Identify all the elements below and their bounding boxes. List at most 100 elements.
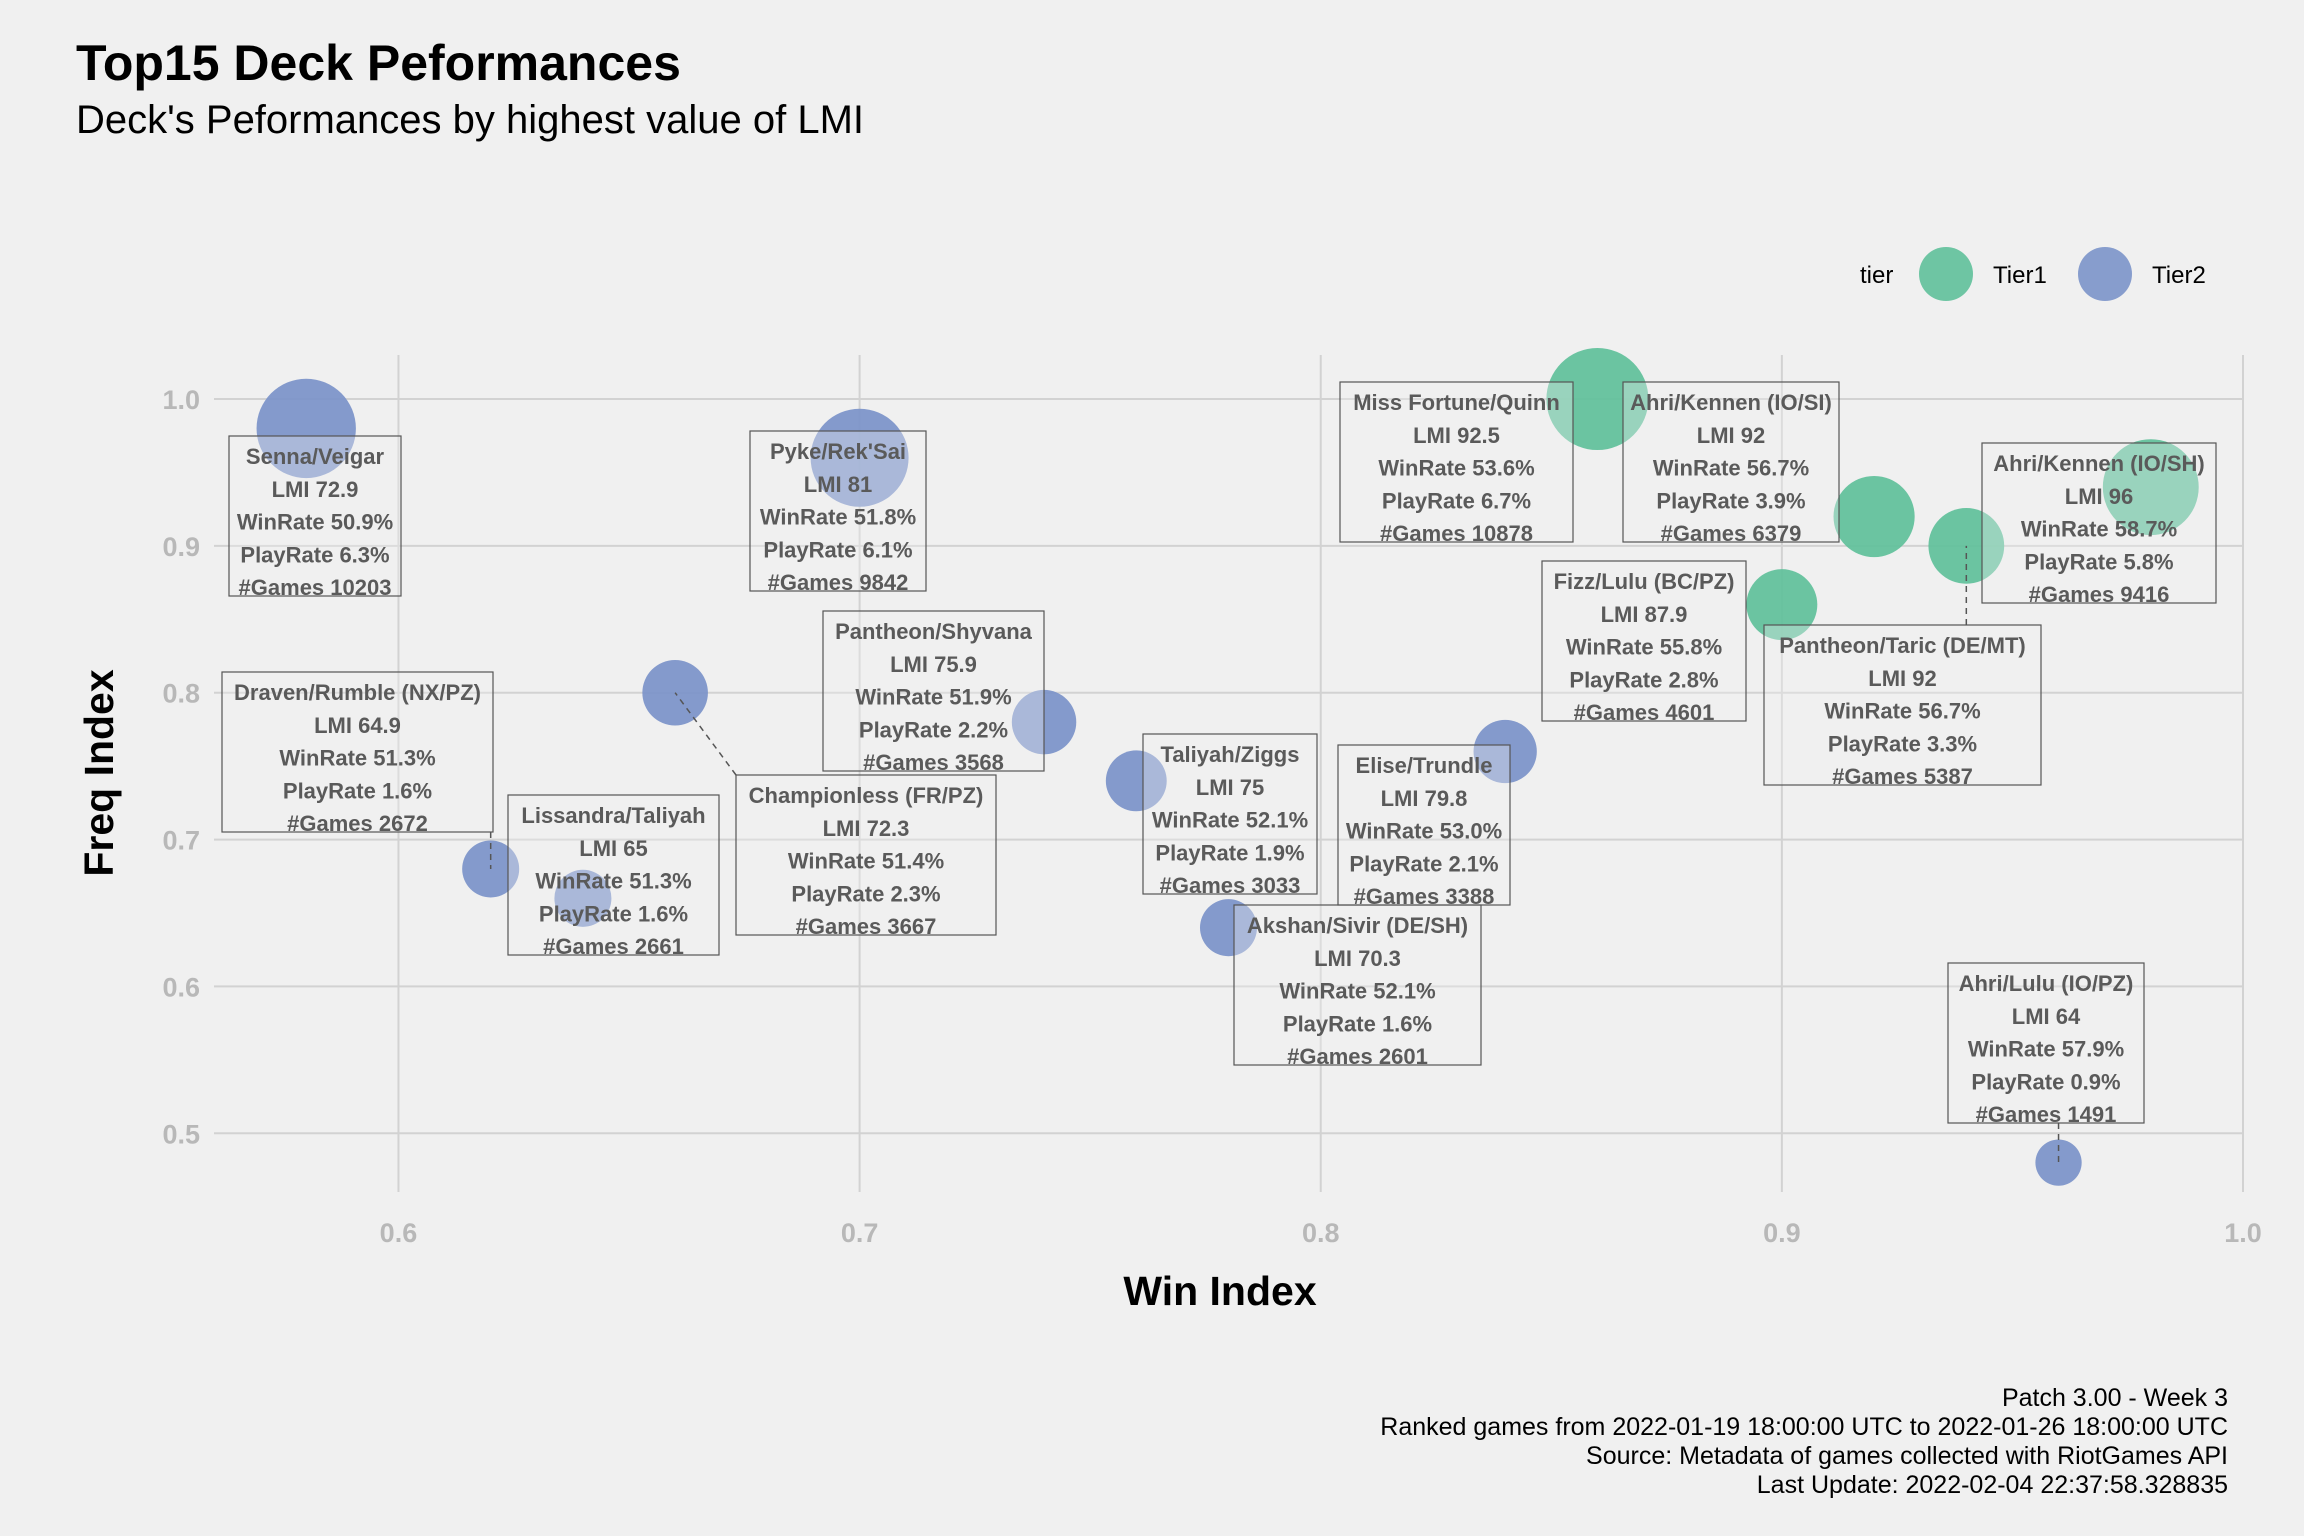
legend-marker-tier1 — [1919, 247, 1973, 301]
y-tick-label: 0.8 — [162, 679, 200, 709]
deck-playrate: PlayRate 0.9% — [1971, 1069, 2120, 1094]
deck-label: Pantheon/Taric (DE/MT) LMI 92 WinRate 56.7… — [1763, 624, 2042, 789]
deck-name: Senna/Veigar — [246, 444, 385, 469]
data-point — [2035, 1139, 2082, 1186]
deck-games: #Games 2672 — [287, 811, 428, 836]
deck-lmi: LMI 75.9 — [890, 652, 977, 677]
deck-label-box — [822, 610, 1045, 772]
deck-lmi: LMI 65 — [579, 836, 647, 861]
deck-name: Taliyah/Ziggs — [1161, 742, 1300, 767]
deck-winrate: WinRate 56.7% — [1824, 699, 1980, 724]
labels-layer: Senna/Veigar LMI 72.9 WinRate 50.9% PlayRat… — [221, 381, 2217, 1163]
deck-lmi: LMI 92 — [1697, 423, 1765, 448]
y-tick-label: 1.0 — [162, 385, 200, 415]
y-tick-label: 0.5 — [162, 1119, 200, 1149]
data-point — [2102, 439, 2199, 536]
deck-games: #Games 9842 — [768, 570, 909, 595]
deck-label-box — [1981, 442, 2217, 604]
deck-lmi: LMI 96 — [2065, 484, 2133, 509]
deck-playrate: PlayRate 2.8% — [1569, 667, 1718, 692]
chart-caption: Patch 3.00 - Week 3 Ranked games from 20… — [1380, 1384, 2228, 1500]
deck-playrate: PlayRate 3.3% — [1828, 731, 1977, 756]
deck-label-box — [1233, 904, 1482, 1066]
deck-name: Pantheon/Shyvana — [835, 619, 1033, 644]
deck-lmi: LMI 92.5 — [1413, 423, 1500, 448]
deck-playrate: PlayRate 6.3% — [240, 542, 389, 567]
legend-label-tier1: Tier1 — [1993, 262, 2047, 289]
deck-winrate: WinRate 58.7% — [2021, 517, 2177, 542]
deck-games: #Games 2601 — [1287, 1044, 1428, 1069]
data-point — [810, 408, 909, 507]
deck-games: #Games 10203 — [239, 575, 392, 600]
deck-games: #Games 5387 — [1832, 764, 1973, 789]
deck-winrate: WinRate 51.9% — [855, 685, 1011, 710]
deck-label: Taliyah/Ziggs LMI 75 WinRate 52.1% PlayRate… — [1142, 733, 1318, 898]
legend-label-tier2: Tier2 — [2152, 262, 2206, 289]
deck-name: Pyke/Rek'Sai — [770, 439, 906, 464]
deck-lmi: LMI 79.8 — [1381, 786, 1468, 811]
deck-label-box — [507, 794, 720, 956]
deck-winrate: WinRate 53.0% — [1346, 819, 1502, 844]
deck-label: Pantheon/Shyvana LMI 75.9 WinRate 51.9% Pla… — [822, 610, 1045, 775]
deck-name: Pantheon/Taric (DE/MT) — [1779, 633, 2026, 658]
x-tick-label: 0.6 — [380, 1218, 418, 1248]
deck-lmi: LMI 64.9 — [314, 713, 401, 738]
x-tick-label: 0.7 — [841, 1218, 879, 1248]
deck-games: #Games 3667 — [796, 914, 937, 939]
deck-games: #Games 3033 — [1160, 873, 1301, 898]
deck-games: #Games 9416 — [2029, 582, 2170, 607]
deck-playrate: PlayRate 2.1% — [1349, 851, 1498, 876]
deck-label: Ahri/Kennen (IO/SI) LMI 92 WinRate 56.7% Pl… — [1622, 381, 1840, 546]
deck-games: #Games 1491 — [1976, 1102, 2117, 1127]
deck-lmi: LMI 70.3 — [1314, 946, 1401, 971]
deck-lmi: LMI 92 — [1868, 666, 1936, 691]
deck-playrate: PlayRate 6.1% — [763, 537, 912, 562]
legend-marker-tier2 — [2078, 247, 2132, 301]
deck-winrate: WinRate 51.8% — [760, 505, 916, 530]
deck-playrate: PlayRate 1.6% — [283, 778, 432, 803]
deck-winrate: WinRate 53.6% — [1378, 456, 1534, 481]
y-tick-label: 0.6 — [162, 972, 200, 1002]
deck-winrate: WinRate 51.3% — [279, 746, 435, 771]
legend-title: tier — [1860, 262, 1893, 289]
deck-playrate: PlayRate 2.2% — [859, 717, 1008, 742]
deck-label: Senna/Veigar LMI 72.9 WinRate 50.9% PlayRat… — [228, 435, 402, 600]
y-axis-title: Freq Index — [76, 669, 122, 877]
deck-lmi: LMI 64 — [2012, 1004, 2081, 1029]
deck-name: Fizz/Lulu (BC/PZ) — [1554, 569, 1735, 594]
deck-label-box — [1763, 624, 2042, 786]
deck-playrate: PlayRate 5.8% — [2024, 549, 2173, 574]
data-point — [1199, 899, 1258, 957]
deck-label-box — [221, 671, 494, 833]
deck-playrate: PlayRate 2.3% — [791, 881, 940, 906]
deck-name: Ahri/Kennen (IO/SH) — [1993, 451, 2204, 476]
deck-label-box — [735, 774, 997, 936]
deck-label-box — [1541, 560, 1747, 722]
deck-label-box — [749, 430, 927, 592]
deck-games: #Games 4601 — [1574, 700, 1715, 725]
deck-label: Draven/Rumble (NX/PZ) LMI 64.9 WinRate 51.… — [221, 671, 494, 836]
deck-playrate: PlayRate 3.9% — [1656, 488, 1805, 513]
deck-games: #Games 3568 — [863, 750, 1004, 775]
deck-winrate: WinRate 52.1% — [1152, 808, 1308, 833]
deck-label-box — [1622, 381, 1840, 543]
deck-label: Ahri/Kennen (IO/SH) LMI 96 WinRate 58.7% Pl… — [1981, 442, 2217, 607]
caption-line-patch: Patch 3.00 - Week 3 — [2001, 1384, 2228, 1412]
deck-label-box — [1947, 962, 2145, 1124]
deck-label-box — [228, 435, 402, 597]
deck-lmi: LMI 87.9 — [1601, 602, 1688, 627]
data-point — [1833, 475, 1915, 558]
deck-name: Draven/Rumble (NX/PZ) — [234, 680, 481, 705]
deck-label: Lissandra/Taliyah LMI 65 WinRate 51.3% Play… — [507, 794, 720, 959]
deck-label: Fizz/Lulu (BC/PZ) LMI 87.9 WinRate 55.8% Pl… — [1541, 560, 1747, 725]
deck-label: Pyke/Rek'Sai LMI 81 WinRate 51.8% PlayRate … — [749, 430, 927, 595]
deck-lmi: LMI 72.9 — [272, 477, 359, 502]
deck-winrate: WinRate 55.8% — [1566, 635, 1722, 660]
deck-label: Championless (FR/PZ) LMI 72.3 WinRate 51.4… — [735, 774, 997, 939]
deck-games: #Games 2661 — [543, 934, 684, 959]
deck-label-box — [1337, 744, 1511, 906]
deck-games: #Games 10878 — [1380, 521, 1533, 546]
deck-name: Lissandra/Taliyah — [521, 803, 705, 828]
deck-winrate: WinRate 50.9% — [237, 510, 393, 535]
data-point — [256, 378, 356, 479]
